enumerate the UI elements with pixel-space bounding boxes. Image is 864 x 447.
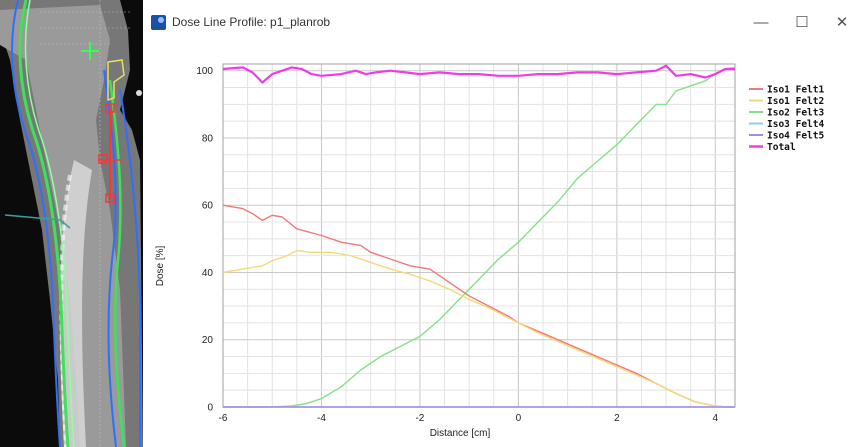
legend-label-iso3-felt4: Iso3 Felt4 [767,119,824,130]
series-lines [222,64,736,408]
y-tick-label: 100 [196,66,213,77]
legend-label-total: Total [767,142,796,153]
legend-label-iso1-felt2: Iso1 Felt2 [767,96,824,107]
y-tick-label: 40 [202,268,214,279]
x-tick-label: 0 [516,413,522,424]
x-tick-label: -2 [415,413,424,424]
close-button[interactable]: ✕ [835,14,849,31]
x-tick-label: 4 [713,413,719,424]
app-icon [151,15,166,30]
grid [222,64,735,408]
plot-area [222,63,736,408]
series-line-iso1-felt2 [222,249,735,408]
legend-label-iso4-felt5: Iso4 Felt5 [767,131,824,142]
y-tick-label: 20 [202,335,214,346]
legend-label-iso1-felt1: Iso1 Felt1 [767,85,824,96]
y-axis-label: Dose [%] [155,245,166,286]
ct-sagittal-view[interactable] [0,0,143,447]
minimize-button[interactable]: — [753,13,769,31]
ct-image [0,0,143,447]
y-tick-label: 60 [202,201,214,212]
y-tick-label: 80 [202,133,214,144]
window-title: Dose Line Profile: p1_planrob [172,15,331,29]
x-tick-label: -6 [219,413,228,424]
legend-label-iso2-felt3: Iso2 Felt3 [767,108,824,119]
y-tick-label: 0 [207,403,213,414]
x-axis-label: Distance [cm] [430,428,491,439]
title-bar[interactable]: Dose Line Profile: p1_planrob — ☐ ✕ [143,0,864,42]
series-line-iso2-felt3 [223,66,736,408]
dose-line-profile-window: Dose Line Profile: p1_planrob — ☐ ✕ -6 -4… [143,0,864,447]
series-line-total [222,64,735,84]
x-tick-label: 2 [614,413,620,424]
maximize-button[interactable]: ☐ [795,14,809,31]
x-tick-label: -4 [317,413,326,424]
